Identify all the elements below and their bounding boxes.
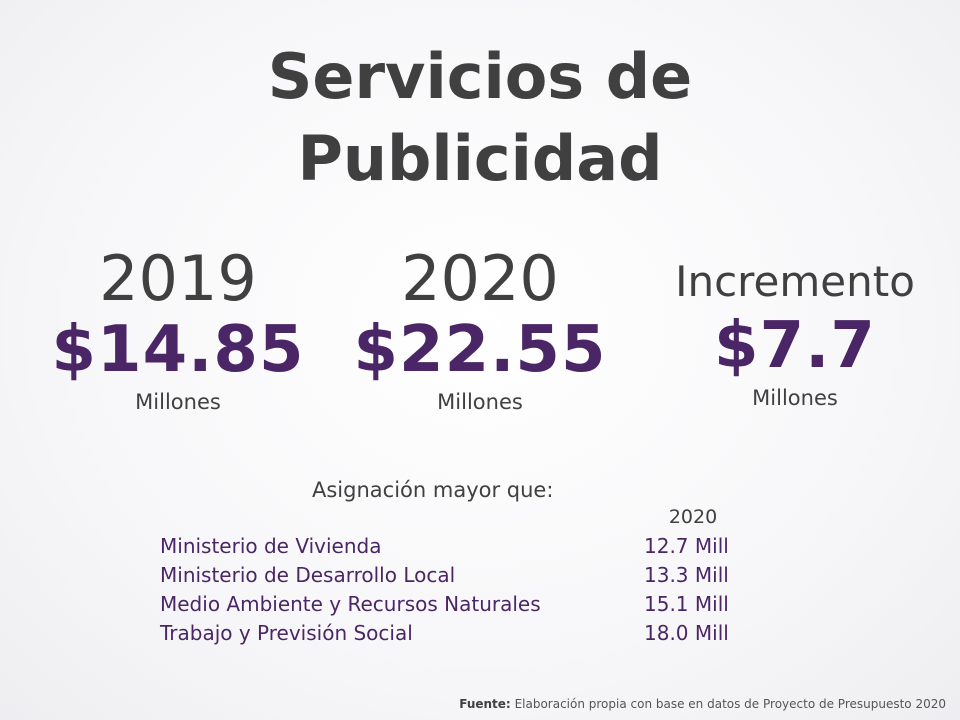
comparison-column-header: 2020 [668,506,718,528]
list-item-name: Ministerio de Desarrollo Local [160,563,456,587]
title-line-2: Publicidad [297,122,663,195]
list-item-value: 12.7 Mill [644,534,729,558]
list-item-name: Trabajo y Previsión Social [160,621,413,645]
stat-2019-amount: $14.85 [51,313,305,387]
stat-2020: 2020 $22.55 Millones [340,244,620,416]
stat-2020-unit: Millones [437,390,523,414]
list-item: Ministerio de Vivienda 12.7 Mill [160,534,760,563]
stat-increase-amount: $7.7 [714,309,876,383]
stat-2020-amount: $22.55 [353,313,607,387]
stat-2019-unit: Millones [135,390,221,414]
list-item-value: 13.3 Mill [644,563,729,587]
list-item-name: Ministerio de Vivienda [160,534,382,558]
list-item: Trabajo y Previsión Social 18.0 Mill [160,621,760,650]
stat-increase: Incremento $7.7 Millones [640,254,950,412]
list-item-name: Medio Ambiente y Recursos Naturales [160,592,541,616]
stat-increase-label: Incremento [675,257,915,306]
stat-2019: 2019 $14.85 Millones [38,244,318,416]
list-item: Medio Ambiente y Recursos Naturales 15.1… [160,592,760,621]
comparison-list: Ministerio de Vivienda 12.7 Mill Ministe… [160,534,760,650]
comparison-heading: Asignación mayor que: [312,478,554,502]
source-label: Fuente: [459,697,511,711]
list-item-value: 18.0 Mill [644,621,729,645]
list-item: Ministerio de Desarrollo Local 13.3 Mill [160,563,760,592]
source-note: Fuente: Elaboración propia con base en d… [459,697,946,711]
list-item-value: 15.1 Mill [644,592,729,616]
page-title: Servicios de Publicidad [0,36,960,200]
stat-2019-year: 2019 [99,242,257,315]
source-text: Elaboración propia con base en datos de … [514,697,946,711]
title-line-1: Servicios de [267,40,693,113]
stat-2020-year: 2020 [401,242,559,315]
stat-increase-unit: Millones [752,386,838,410]
